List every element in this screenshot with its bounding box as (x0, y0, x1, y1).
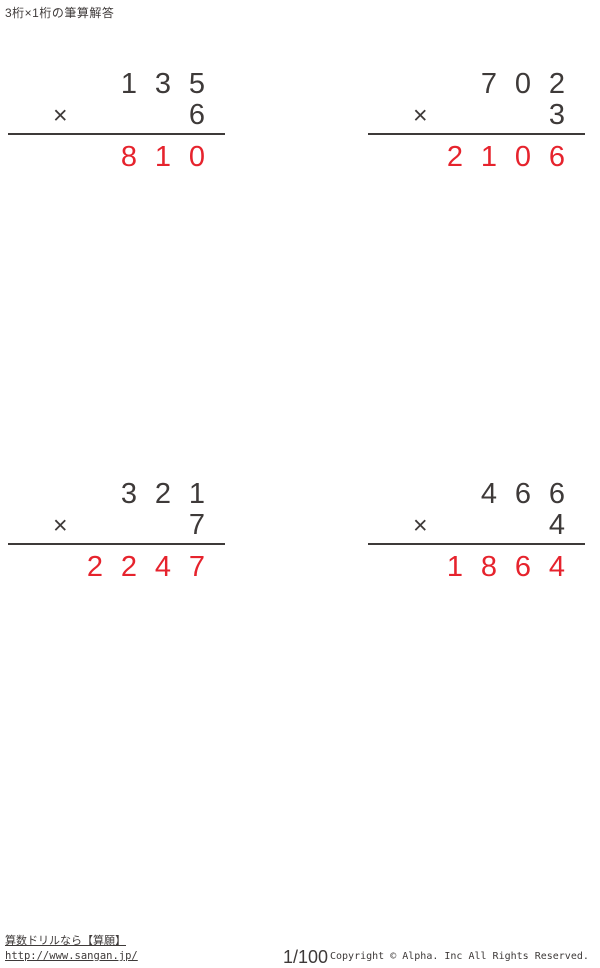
multiply-icon: × (413, 511, 428, 539)
answer-digit-hundreds: 8 (120, 140, 138, 173)
multiplier-row: × 3 (368, 100, 585, 131)
copyright-text: Copyright © Alpha. Inc All Rights Reserv… (330, 951, 589, 962)
multiplicand-digit-hundreds: 1 (120, 67, 138, 100)
answer-digit-ones: 4 (548, 550, 566, 583)
multiplicand-row: 7 0 2 (368, 68, 585, 100)
answer-digit-hundreds: 2 (120, 550, 138, 583)
multiply-icon: × (53, 101, 68, 129)
multiplier-digit-ones: 7 (188, 509, 206, 541)
multiplicand-row: 4 6 6 (368, 478, 585, 510)
multiplicand-digit-tens: 2 (154, 477, 172, 510)
answer-digit-tens: 1 (154, 140, 172, 173)
answer-digit-thousands: 2 (446, 140, 464, 173)
answer-digit-tens: 0 (514, 140, 532, 173)
multiplier-row: × 4 (368, 510, 585, 541)
answer-digit-ones: 0 (188, 140, 206, 173)
sangan-url-link[interactable]: http://www.sangan.jp/ (5, 950, 138, 962)
multiplicand-digit-tens: 6 (514, 477, 532, 510)
answer-row: 2 1 0 6 (368, 141, 585, 173)
answer-row: 2 2 4 7 (8, 551, 225, 583)
answer-digit-ones: 6 (548, 140, 566, 173)
multiplicand-digit-ones: 6 (548, 477, 566, 510)
answer-row: 8 1 0 (8, 141, 225, 173)
answer-digit-hundreds: 1 (480, 140, 498, 173)
multiplication-problem-3: 3 2 1 × 7 2 2 4 7 (8, 478, 225, 583)
multiplication-problem-2: 7 0 2 × 3 2 1 0 6 (368, 68, 585, 173)
multiplicand-digit-hundreds: 4 (480, 477, 498, 510)
multiplicand-digit-ones: 5 (188, 67, 206, 100)
multiply-icon: × (53, 511, 68, 539)
multiplier-row: × 6 (8, 100, 225, 131)
multiplication-problem-1: 1 3 5 × 6 8 1 0 (8, 68, 225, 173)
multiplier-row: × 7 (8, 510, 225, 541)
answer-digit-tens: 6 (514, 550, 532, 583)
multiply-icon: × (413, 101, 428, 129)
answer-digit-thousands: 2 (86, 550, 104, 583)
multiplicand-digit-ones: 1 (188, 477, 206, 510)
answer-line (8, 133, 225, 135)
footer-links: 算数ドリルなら【算願】 http://www.sangan.jp/ (5, 934, 138, 964)
multiplicand-row: 1 3 5 (8, 68, 225, 100)
multiplier-digit-ones: 6 (188, 99, 206, 131)
multiplicand-digit-tens: 3 (154, 67, 172, 100)
answer-row: 1 8 6 4 (368, 551, 585, 583)
answer-line (368, 543, 585, 545)
page-number: 1/100 (283, 947, 329, 967)
answer-line (8, 543, 225, 545)
multiplicand-digit-ones: 2 (548, 67, 566, 100)
multiplier-digit-ones: 3 (548, 99, 566, 131)
answer-line (368, 133, 585, 135)
sangan-site-link[interactable]: 算数ドリルなら【算願】 (5, 935, 126, 947)
page-title: 3桁×1桁の筆算解答 (5, 6, 115, 20)
answer-digit-tens: 4 (154, 550, 172, 583)
multiplicand-digit-hundreds: 3 (120, 477, 138, 510)
answer-digit-hundreds: 8 (480, 550, 498, 583)
multiplicand-digit-hundreds: 7 (480, 67, 498, 100)
multiplicand-digit-tens: 0 (514, 67, 532, 100)
multiplication-problem-4: 4 6 6 × 4 1 8 6 4 (368, 478, 585, 583)
answer-digit-ones: 7 (188, 550, 206, 583)
answer-digit-thousands: 1 (446, 550, 464, 583)
multiplicand-row: 3 2 1 (8, 478, 225, 510)
multiplier-digit-ones: 4 (548, 509, 566, 541)
